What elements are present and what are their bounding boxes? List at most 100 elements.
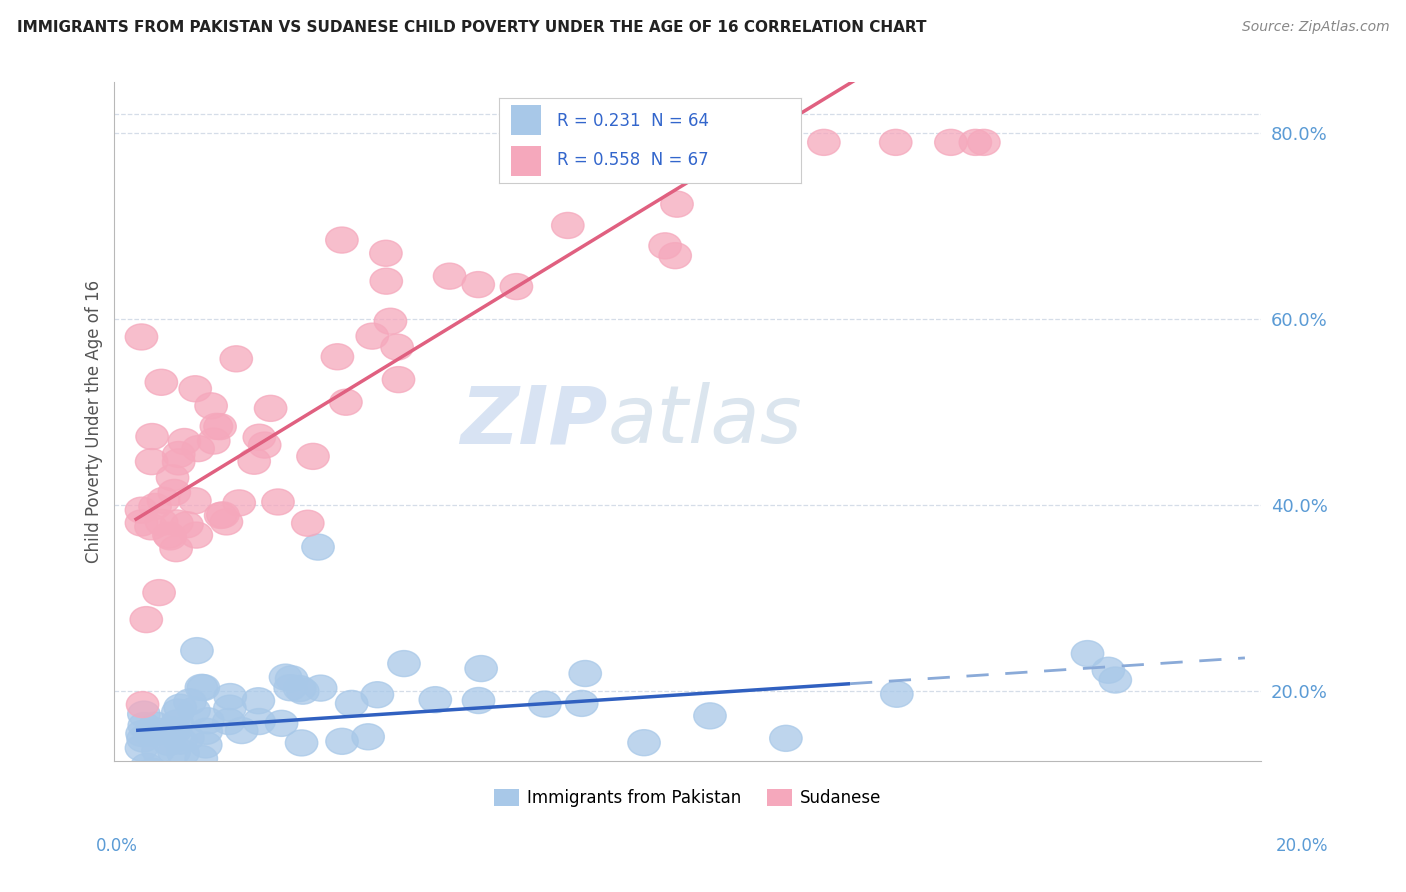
Ellipse shape xyxy=(284,675,316,702)
Ellipse shape xyxy=(190,718,222,744)
Ellipse shape xyxy=(181,435,214,462)
Ellipse shape xyxy=(880,681,912,707)
Ellipse shape xyxy=(190,732,222,758)
Ellipse shape xyxy=(157,739,190,765)
Ellipse shape xyxy=(693,703,727,729)
Ellipse shape xyxy=(661,191,693,218)
Ellipse shape xyxy=(191,707,224,734)
Ellipse shape xyxy=(136,758,169,784)
Ellipse shape xyxy=(165,694,197,720)
Ellipse shape xyxy=(129,607,163,632)
Ellipse shape xyxy=(152,730,186,756)
Ellipse shape xyxy=(134,720,166,746)
Ellipse shape xyxy=(631,129,664,155)
Ellipse shape xyxy=(156,465,188,491)
Ellipse shape xyxy=(336,690,368,716)
Ellipse shape xyxy=(219,346,253,372)
Ellipse shape xyxy=(249,432,281,458)
Ellipse shape xyxy=(135,449,167,475)
Ellipse shape xyxy=(153,522,186,549)
Ellipse shape xyxy=(305,675,337,701)
Ellipse shape xyxy=(159,717,191,744)
Ellipse shape xyxy=(186,746,218,772)
Ellipse shape xyxy=(274,674,307,701)
Ellipse shape xyxy=(381,334,413,360)
Ellipse shape xyxy=(128,713,160,739)
Ellipse shape xyxy=(880,129,912,155)
Ellipse shape xyxy=(935,129,967,155)
Ellipse shape xyxy=(419,687,451,713)
Ellipse shape xyxy=(163,442,195,467)
Ellipse shape xyxy=(214,695,246,721)
Ellipse shape xyxy=(769,725,803,751)
Ellipse shape xyxy=(170,512,204,538)
Ellipse shape xyxy=(125,497,157,524)
Ellipse shape xyxy=(127,721,159,747)
Ellipse shape xyxy=(187,674,219,700)
Ellipse shape xyxy=(238,448,270,475)
Ellipse shape xyxy=(433,263,465,289)
Ellipse shape xyxy=(148,487,180,514)
Ellipse shape xyxy=(266,710,298,737)
Ellipse shape xyxy=(276,665,308,692)
Ellipse shape xyxy=(204,502,236,528)
Ellipse shape xyxy=(967,129,1000,155)
Ellipse shape xyxy=(326,227,359,253)
Ellipse shape xyxy=(165,728,197,754)
Ellipse shape xyxy=(138,720,170,746)
Ellipse shape xyxy=(212,708,245,734)
Ellipse shape xyxy=(388,650,420,677)
Text: atlas: atlas xyxy=(607,383,803,460)
Ellipse shape xyxy=(659,243,692,268)
Text: 20.0%: 20.0% xyxy=(1277,837,1329,855)
Ellipse shape xyxy=(551,212,583,238)
Ellipse shape xyxy=(180,522,212,548)
Ellipse shape xyxy=(742,129,775,155)
Ellipse shape xyxy=(302,534,335,560)
Ellipse shape xyxy=(285,730,318,756)
Ellipse shape xyxy=(179,488,211,514)
Ellipse shape xyxy=(160,510,193,536)
Ellipse shape xyxy=(356,323,388,349)
Ellipse shape xyxy=(262,489,294,515)
Ellipse shape xyxy=(125,324,157,350)
Ellipse shape xyxy=(143,580,176,606)
Ellipse shape xyxy=(291,510,323,536)
Ellipse shape xyxy=(145,509,177,535)
Ellipse shape xyxy=(807,129,841,155)
Ellipse shape xyxy=(224,490,256,516)
Text: ZIP: ZIP xyxy=(460,383,607,460)
Ellipse shape xyxy=(569,660,602,687)
Text: R = 0.231  N = 64: R = 0.231 N = 64 xyxy=(557,112,709,130)
Ellipse shape xyxy=(463,271,495,298)
Ellipse shape xyxy=(163,449,195,475)
Ellipse shape xyxy=(204,414,236,440)
Ellipse shape xyxy=(1099,667,1132,693)
Ellipse shape xyxy=(463,688,495,714)
Ellipse shape xyxy=(186,674,218,700)
Ellipse shape xyxy=(326,728,359,755)
Ellipse shape xyxy=(174,689,207,715)
Ellipse shape xyxy=(321,343,354,370)
Ellipse shape xyxy=(751,129,783,155)
Ellipse shape xyxy=(959,129,991,155)
Ellipse shape xyxy=(142,738,174,764)
Ellipse shape xyxy=(156,717,188,743)
Ellipse shape xyxy=(501,274,533,300)
Text: Source: ZipAtlas.com: Source: ZipAtlas.com xyxy=(1241,20,1389,34)
Ellipse shape xyxy=(287,678,319,704)
Ellipse shape xyxy=(243,425,276,450)
Bar xyxy=(512,145,541,176)
Bar xyxy=(512,105,541,136)
Ellipse shape xyxy=(297,443,329,469)
Ellipse shape xyxy=(1092,657,1125,683)
Ellipse shape xyxy=(155,524,187,549)
Ellipse shape xyxy=(131,753,163,780)
Ellipse shape xyxy=(382,367,415,392)
Text: 0.0%: 0.0% xyxy=(96,837,138,855)
Ellipse shape xyxy=(207,502,239,528)
Ellipse shape xyxy=(135,514,167,540)
Ellipse shape xyxy=(198,428,231,454)
Ellipse shape xyxy=(200,413,232,440)
Ellipse shape xyxy=(195,392,228,419)
